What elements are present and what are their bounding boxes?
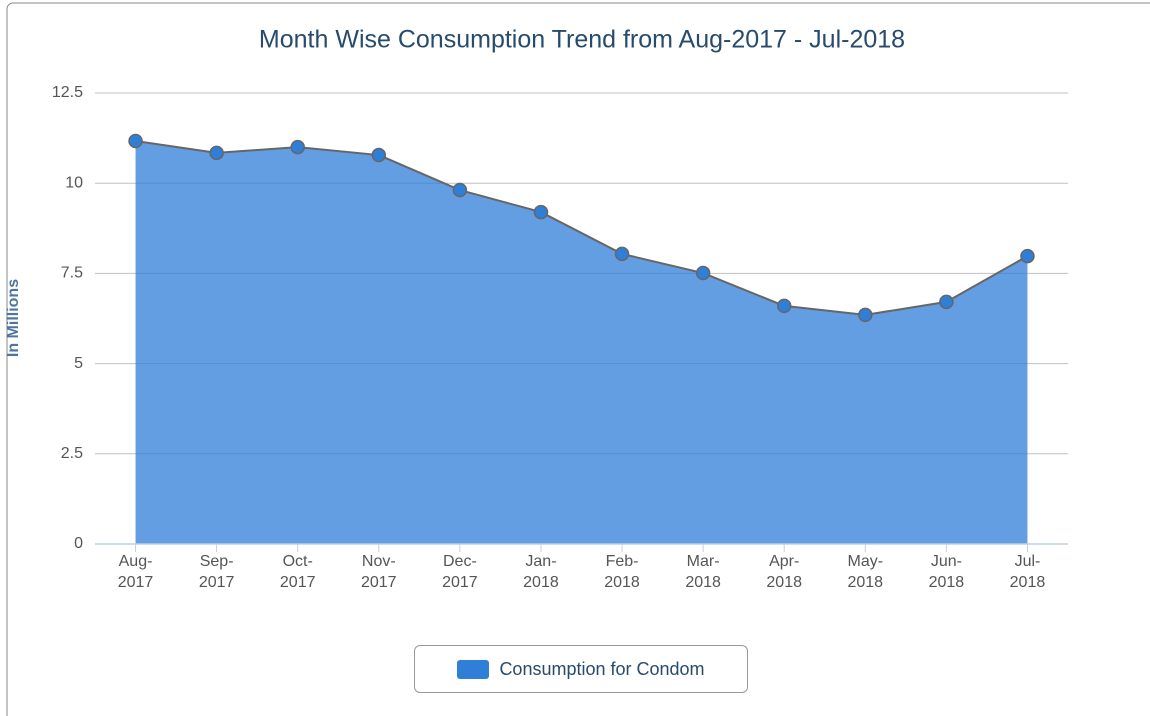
marker xyxy=(128,133,143,149)
x-tick-label: May-2018 xyxy=(847,553,884,591)
x-tick-label: Nov-2017 xyxy=(360,553,397,591)
y-tick-label: 12.5 xyxy=(52,84,83,101)
x-tick-label: Apr-2018 xyxy=(766,553,802,591)
y-tick-label: 5 xyxy=(74,355,83,372)
x-tick-label: Jan-2018 xyxy=(523,553,559,591)
x-tick-label: Oct-2017 xyxy=(279,553,316,591)
y-tick-label: 7.5 xyxy=(61,265,83,282)
marker xyxy=(1020,248,1035,264)
x-tick-label: Sep-2017 xyxy=(198,553,235,591)
marker xyxy=(452,182,468,198)
marker xyxy=(371,147,387,163)
marker xyxy=(858,307,873,323)
legend[interactable]: Consumption for Condom xyxy=(414,645,748,693)
marker xyxy=(533,204,549,220)
legend-swatch xyxy=(457,659,490,679)
marker xyxy=(614,246,630,262)
chart-title: Month Wise Consumption Trend from Aug-20… xyxy=(259,26,905,54)
legend-label: Consumption for Condom xyxy=(499,658,705,679)
marker xyxy=(939,294,954,310)
y-tick-label: 2.5 xyxy=(61,445,83,462)
marker xyxy=(695,265,711,281)
marker xyxy=(209,145,224,161)
x-tick-label: Jul-2018 xyxy=(1009,553,1046,591)
x-tick-label: Feb-2018 xyxy=(604,553,640,591)
marker xyxy=(776,298,792,314)
y-tick-label: 10 xyxy=(65,174,83,191)
y-tick-label: 0 xyxy=(74,535,83,552)
frame xyxy=(6,2,1150,716)
line xyxy=(135,139,1028,316)
x-tick-label: Aug-2017 xyxy=(117,553,154,591)
x-tick-label: Jun-2018 xyxy=(928,553,965,591)
area xyxy=(135,140,1028,545)
y-axis-label: In Millions xyxy=(5,279,22,357)
x-tick-label: Dec-2017 xyxy=(442,553,478,591)
marker xyxy=(290,139,305,155)
x-tick-label: Mar-2018 xyxy=(685,553,721,591)
